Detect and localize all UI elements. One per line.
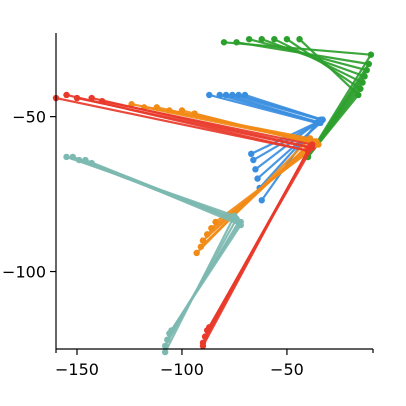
data-point (367, 51, 375, 58)
data-point (73, 94, 81, 102)
data-point (365, 60, 373, 68)
data-point (164, 336, 171, 343)
data-point (245, 35, 253, 43)
data-point (248, 150, 255, 158)
x-tick-label: −50 (270, 360, 304, 379)
series-group (63, 153, 244, 356)
data-point (258, 197, 265, 204)
series-layer (52, 35, 375, 356)
data-point (315, 141, 322, 148)
data-point (235, 91, 242, 99)
series-group (206, 91, 326, 204)
data-point (254, 175, 261, 182)
data-point (63, 153, 70, 161)
data-point (153, 104, 160, 111)
data-point (252, 166, 259, 173)
series-line (71, 155, 238, 348)
data-point (241, 91, 249, 99)
data-point (355, 91, 362, 99)
data-point (319, 116, 326, 123)
data-point (258, 35, 265, 43)
data-point (191, 110, 198, 117)
data-point (69, 153, 76, 161)
series-group (220, 35, 375, 161)
axes (55, 33, 373, 350)
y-tick-label: −50 (12, 108, 46, 127)
data-point (75, 156, 83, 164)
data-point (82, 156, 89, 164)
data-point (296, 35, 303, 43)
data-point (220, 39, 228, 46)
data-point (203, 231, 211, 238)
data-point (206, 91, 213, 99)
data-point (222, 91, 230, 99)
data-point (212, 218, 219, 226)
data-point (361, 73, 368, 80)
data-point (166, 107, 173, 114)
series-group (52, 91, 316, 350)
x-tick-label: −150 (55, 360, 99, 379)
data-point (208, 224, 215, 232)
data-point (98, 97, 106, 105)
data-point (363, 66, 370, 74)
y-axis-ticks: −50 −100 (2, 108, 56, 282)
data-point (88, 94, 95, 102)
data-point (201, 333, 209, 340)
data-point (216, 91, 223, 99)
data-point (161, 348, 169, 356)
x-axis-ticks: −150 −100 −50 (55, 349, 374, 379)
data-point (168, 327, 175, 334)
data-point (229, 91, 236, 99)
data-point (308, 141, 316, 148)
data-point (63, 91, 70, 99)
series-group (128, 101, 322, 257)
data-point (359, 79, 366, 86)
data-point (178, 107, 186, 114)
data-point (233, 39, 240, 46)
y-tick-label: −100 (2, 263, 46, 282)
data-point (88, 159, 95, 167)
data-point (161, 342, 169, 350)
series-line (84, 158, 242, 335)
data-point (197, 243, 205, 250)
data-point (193, 249, 200, 257)
series-line (77, 158, 240, 341)
data-point (357, 85, 364, 92)
data-point (199, 237, 207, 244)
data-point (237, 221, 244, 229)
data-point (199, 339, 207, 347)
data-point (250, 156, 257, 164)
data-point (271, 35, 278, 43)
data-point (283, 35, 291, 43)
series-line (168, 109, 318, 236)
data-point (206, 324, 213, 331)
x-tick-label: −100 (160, 360, 204, 379)
